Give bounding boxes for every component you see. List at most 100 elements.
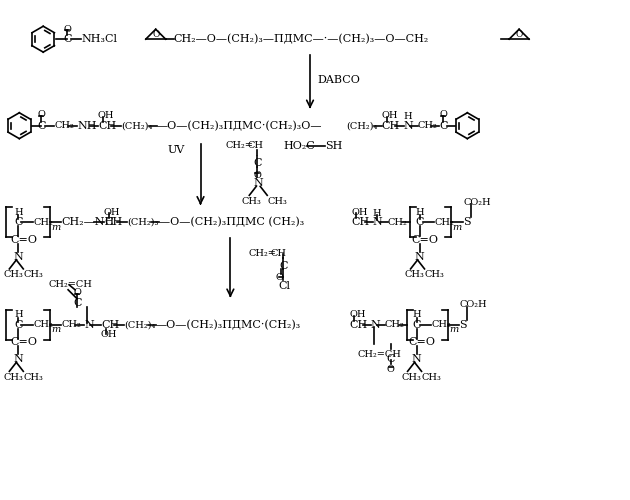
Text: NH: NH bbox=[77, 120, 96, 130]
Text: CH₂=: CH₂= bbox=[248, 250, 276, 258]
Text: O: O bbox=[73, 288, 81, 298]
Text: H: H bbox=[14, 208, 23, 216]
Text: H: H bbox=[373, 208, 381, 218]
Text: O: O bbox=[63, 24, 71, 34]
Text: CH: CH bbox=[248, 141, 263, 150]
Text: C: C bbox=[37, 120, 46, 130]
Text: CH₂: CH₂ bbox=[33, 218, 53, 226]
Text: —O—(CH₂)₃ПДМС·(CH₂)₃: —O—(CH₂)₃ПДМС·(CH₂)₃ bbox=[156, 320, 301, 330]
Text: —O—(CH₂)₃ПДМС·(CH₂)₃O—: —O—(CH₂)₃ПДМС·(CH₂)₃O— bbox=[157, 120, 322, 131]
Text: N: N bbox=[415, 252, 425, 262]
Text: CH₃: CH₃ bbox=[23, 373, 43, 382]
Text: SH: SH bbox=[325, 140, 342, 150]
Text: m: m bbox=[449, 325, 459, 334]
Text: N: N bbox=[84, 320, 94, 330]
Text: Cl: Cl bbox=[278, 281, 290, 291]
Text: N: N bbox=[370, 320, 381, 330]
Text: CH₂=CH: CH₂=CH bbox=[48, 280, 92, 289]
Text: CH₂: CH₂ bbox=[387, 218, 408, 226]
Text: m: m bbox=[452, 222, 462, 232]
Text: O: O bbox=[515, 30, 523, 39]
Text: CH₂: CH₂ bbox=[418, 121, 437, 130]
Text: CH₃: CH₃ bbox=[3, 270, 23, 280]
Text: N: N bbox=[13, 252, 23, 262]
Text: O: O bbox=[275, 274, 283, 282]
Text: N: N bbox=[373, 217, 382, 227]
Text: CH₃: CH₃ bbox=[267, 197, 287, 206]
Text: CH: CH bbox=[101, 320, 119, 330]
Text: CO₂H: CO₂H bbox=[463, 198, 491, 207]
Text: (CH₂)₄: (CH₂)₄ bbox=[124, 320, 155, 329]
Text: CH₂: CH₂ bbox=[54, 121, 74, 130]
Text: CH₂—NH: CH₂—NH bbox=[61, 217, 115, 227]
Text: CH: CH bbox=[270, 250, 286, 258]
Text: C: C bbox=[279, 261, 288, 271]
Text: CH₃: CH₃ bbox=[241, 197, 261, 206]
Text: CH₂: CH₂ bbox=[33, 320, 53, 329]
Text: OH: OH bbox=[104, 208, 120, 216]
Text: OH: OH bbox=[98, 112, 115, 120]
Text: C: C bbox=[416, 217, 424, 227]
Text: C: C bbox=[440, 120, 448, 130]
Text: CH: CH bbox=[104, 217, 122, 227]
Text: CH: CH bbox=[98, 120, 116, 130]
Text: H: H bbox=[14, 310, 23, 319]
Text: DABCO: DABCO bbox=[317, 75, 360, 85]
Text: O: O bbox=[152, 30, 159, 39]
Text: —O—(CH₂)₃ПДМС (CH₂)₃: —O—(CH₂)₃ПДМС (CH₂)₃ bbox=[159, 217, 304, 228]
Text: C: C bbox=[73, 298, 81, 308]
Text: CH: CH bbox=[352, 217, 370, 227]
Text: m: m bbox=[51, 325, 60, 334]
Text: CO₂H: CO₂H bbox=[459, 300, 487, 309]
Text: (CH₂)₃: (CH₂)₃ bbox=[127, 218, 158, 226]
Text: C=O: C=O bbox=[10, 235, 37, 245]
Text: S: S bbox=[459, 320, 467, 330]
Text: H: H bbox=[416, 208, 424, 216]
Text: (CH₂)₄: (CH₂)₄ bbox=[121, 121, 152, 130]
Text: C: C bbox=[253, 158, 262, 168]
Text: H: H bbox=[413, 310, 421, 319]
Text: C: C bbox=[413, 320, 421, 330]
Text: CH₃: CH₃ bbox=[23, 270, 43, 280]
Text: N: N bbox=[404, 120, 413, 130]
Text: m: m bbox=[51, 222, 60, 232]
Text: O: O bbox=[253, 171, 261, 180]
Text: C: C bbox=[14, 217, 23, 227]
Text: O: O bbox=[440, 110, 447, 120]
Text: H: H bbox=[404, 112, 412, 121]
Text: N: N bbox=[253, 178, 263, 188]
Text: NH₃Cl: NH₃Cl bbox=[81, 34, 117, 44]
Text: C=O: C=O bbox=[409, 338, 435, 347]
Text: CH₃: CH₃ bbox=[421, 373, 442, 382]
Text: CH₃: CH₃ bbox=[3, 373, 23, 382]
Text: C=O: C=O bbox=[10, 338, 37, 347]
Text: CH₃: CH₃ bbox=[425, 270, 444, 280]
Text: UV: UV bbox=[168, 144, 185, 154]
Text: C: C bbox=[63, 34, 72, 44]
Text: HO₂C: HO₂C bbox=[283, 140, 315, 150]
Text: N: N bbox=[411, 354, 421, 364]
Text: C: C bbox=[387, 354, 395, 364]
Text: CH: CH bbox=[350, 320, 368, 330]
Text: OH: OH bbox=[382, 112, 398, 120]
Text: CH₂: CH₂ bbox=[385, 320, 404, 329]
Text: CH₂=CH: CH₂=CH bbox=[358, 350, 402, 359]
Text: C=O: C=O bbox=[411, 235, 438, 245]
Text: OH: OH bbox=[101, 330, 117, 339]
Text: CH₂: CH₂ bbox=[432, 320, 451, 329]
Text: CH₂: CH₂ bbox=[435, 218, 454, 226]
Text: OH: OH bbox=[352, 208, 369, 216]
Text: CH₂: CH₂ bbox=[61, 320, 81, 329]
Text: C: C bbox=[14, 320, 23, 330]
Text: CH₃: CH₃ bbox=[404, 270, 425, 280]
Text: (CH₂)₄: (CH₂)₄ bbox=[346, 121, 377, 130]
Text: S: S bbox=[463, 217, 471, 227]
Text: N: N bbox=[13, 354, 23, 364]
Text: CH₂—O—(CH₂)₃—ПДМС—·—(CH₂)₃—O—CH₂: CH₂—O—(CH₂)₃—ПДМС—·—(CH₂)₃—O—CH₂ bbox=[174, 34, 429, 44]
Text: O: O bbox=[387, 365, 394, 374]
Text: CH: CH bbox=[382, 120, 400, 130]
Text: O: O bbox=[37, 110, 45, 120]
Text: CH₃: CH₃ bbox=[401, 373, 421, 382]
Text: CH₂=: CH₂= bbox=[226, 141, 253, 150]
Text: OH: OH bbox=[350, 310, 367, 319]
